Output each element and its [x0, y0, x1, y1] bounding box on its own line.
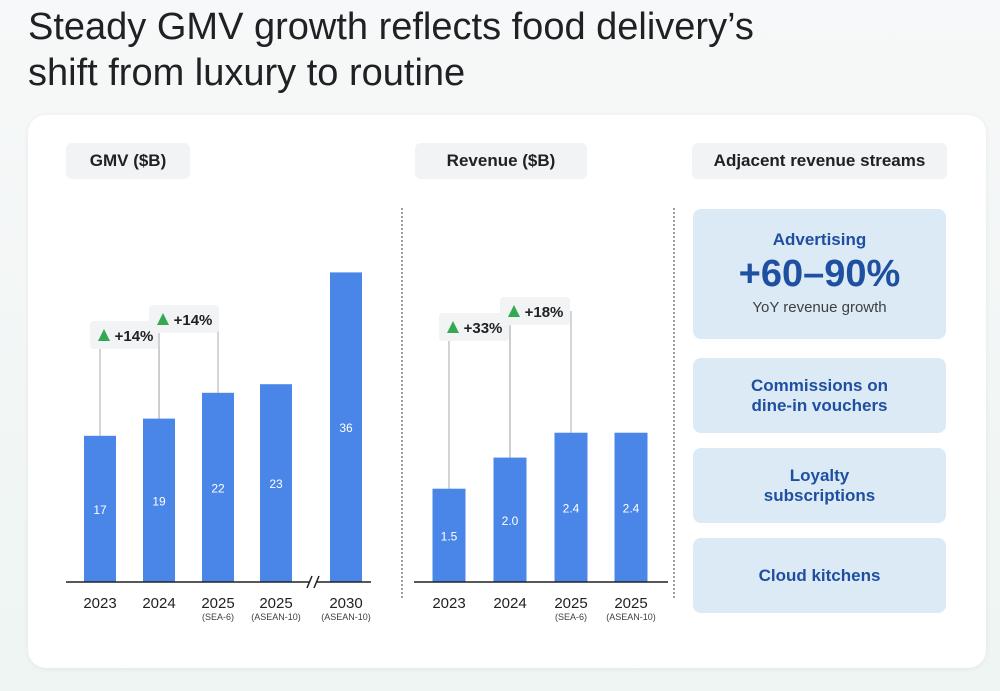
up-arrow-icon: [98, 329, 110, 341]
stream-commissions: Commissions on dine-in vouchers: [693, 358, 946, 433]
bar: [554, 432, 588, 582]
growth-label-box: [500, 297, 570, 325]
bar-value-label: 22: [211, 481, 225, 495]
x-tick-label: 2025: [201, 595, 234, 612]
x-tick-label: 2024: [142, 595, 175, 612]
stream-label-line2: subscriptions: [763, 485, 876, 505]
stream-cloud-kitchens: Cloud kitchens: [693, 538, 946, 613]
bar: [614, 432, 648, 582]
x-tick-label: 2025: [554, 595, 587, 612]
up-arrow-icon: [508, 305, 520, 317]
x-tick-note: (SEA-6): [555, 612, 587, 622]
x-tick-label: 2025: [614, 595, 647, 612]
bar: [432, 488, 466, 582]
growth-label: +33%: [464, 320, 503, 337]
bar: [84, 435, 116, 582]
x-tick-label: 2025: [259, 595, 292, 612]
title-line-1: Steady GMV growth reflects food delivery…: [28, 6, 754, 48]
x-tick-note: (ASEAN-10): [251, 612, 301, 622]
up-arrow-icon: [157, 313, 169, 325]
stream-label-line1: Cloud kitchens: [758, 565, 881, 585]
advertising-caption: YoY revenue growth: [752, 299, 887, 316]
streams-title: Adjacent revenue streams: [692, 143, 947, 179]
bar-value-label: 2.4: [623, 501, 640, 515]
x-tick-label: 2023: [432, 595, 465, 612]
stream-label-line1: Loyalty: [789, 465, 850, 485]
x-tick-note: (SEA-6): [202, 612, 234, 622]
growth-label-box: [90, 321, 160, 349]
bar-value-label: 2.0: [502, 514, 519, 528]
axis-break-mark: [313, 575, 320, 589]
bar-value-label: 17: [93, 503, 107, 517]
x-tick-label: 2024: [493, 595, 526, 612]
bar: [493, 457, 527, 582]
stream-label-line2: dine-in vouchers: [751, 395, 888, 415]
bar-value-label: 23: [269, 477, 283, 491]
revenue-chart-title: Revenue ($B): [415, 143, 587, 179]
advertising-label: Advertising: [772, 230, 867, 249]
divider-1: [401, 208, 403, 598]
x-tick-note: (ASEAN-10): [321, 612, 371, 622]
growth-label-box: [149, 305, 219, 333]
x-tick-label: 2030: [329, 595, 362, 612]
stream-label-line1: Commissions on: [751, 375, 888, 395]
divider-2: [673, 208, 675, 598]
growth-label: +14%: [115, 328, 154, 345]
bar: [330, 272, 362, 582]
stream-loyalty: Loyalty subscriptions: [693, 448, 946, 523]
bar-value-label: 19: [152, 494, 166, 508]
bar-value-label: 1.5: [441, 529, 458, 543]
x-tick-label: 2023: [83, 595, 116, 612]
growth-label: +14%: [174, 312, 213, 329]
bar-value-label: 36: [339, 421, 353, 435]
bar: [260, 384, 292, 582]
advertising-value: +60–90%: [738, 253, 901, 295]
growth-label: +18%: [525, 304, 564, 321]
page-title: Steady GMV growth reflects food delivery…: [28, 4, 754, 96]
bar: [202, 392, 234, 582]
growth-label-box: [439, 313, 509, 341]
up-arrow-icon: [447, 321, 459, 333]
content-card: GMV ($B) Revenue ($B) Adjacent revenue s…: [28, 115, 986, 668]
gmv-chart-title: GMV ($B): [66, 143, 190, 179]
x-tick-note: (ASEAN-10): [606, 612, 656, 622]
title-line-2: shift from luxury to routine: [28, 52, 466, 94]
stream-advertising: Advertising +60–90% YoY revenue growth: [693, 209, 946, 339]
bar: [143, 418, 175, 582]
bar-value-label: 2.4: [563, 501, 580, 515]
axis-break-mark: [306, 575, 313, 589]
